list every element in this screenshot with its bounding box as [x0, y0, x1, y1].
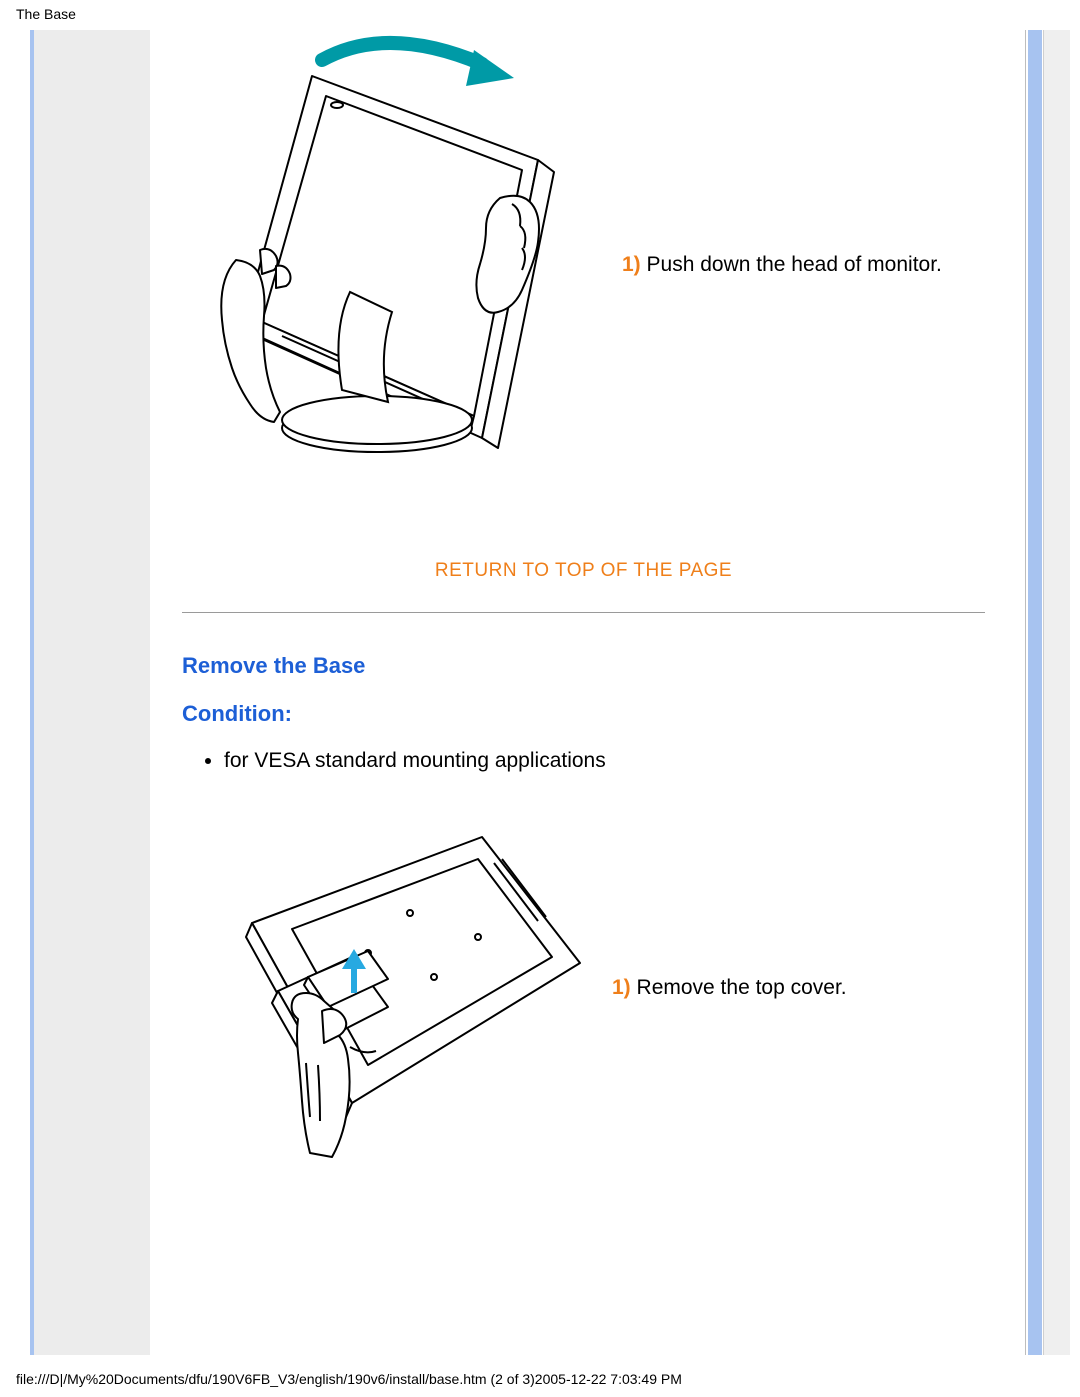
figure-remove-top-cover	[182, 803, 582, 1173]
content-frame: 1) Push down the head of monitor. RETURN…	[30, 30, 1070, 1355]
heading-condition: Condition:	[182, 701, 985, 727]
scrollbar-track[interactable]	[1043, 30, 1070, 1355]
step2-caption: 1) Remove the top cover.	[612, 976, 847, 1000]
step2-number: 1)	[612, 976, 631, 999]
main-content: 1) Push down the head of monitor. RETURN…	[150, 30, 1015, 1355]
step2-row: 1) Remove the top cover.	[182, 803, 985, 1173]
step1-caption: 1) Push down the head of monitor.	[622, 253, 942, 277]
step1-text: Push down the head of monitor.	[641, 253, 942, 276]
sidebar-fill	[30, 30, 150, 1355]
push-arrow-icon	[322, 43, 514, 86]
footer-file-path: file:///D|/My%20Documents/dfu/190V6FB_V3…	[16, 1371, 682, 1387]
condition-list: for VESA standard mounting applications	[182, 749, 985, 773]
left-blue-edge	[30, 30, 34, 1355]
heading-remove-base: Remove the Base	[182, 653, 985, 679]
condition-item: for VESA standard mounting applications	[224, 749, 985, 773]
step1-row: 1) Push down the head of monitor.	[182, 30, 985, 500]
header-title: The Base	[16, 6, 76, 22]
step1-number: 1)	[622, 253, 641, 276]
return-to-top-link[interactable]: RETURN TO TOP OF THE PAGE	[182, 560, 985, 582]
step2-text: Remove the top cover.	[631, 976, 847, 999]
section-divider	[182, 612, 985, 613]
right-blue-edge	[1028, 30, 1042, 1355]
right-inner-line	[1025, 30, 1026, 1355]
figure-push-down-monitor	[182, 30, 582, 500]
